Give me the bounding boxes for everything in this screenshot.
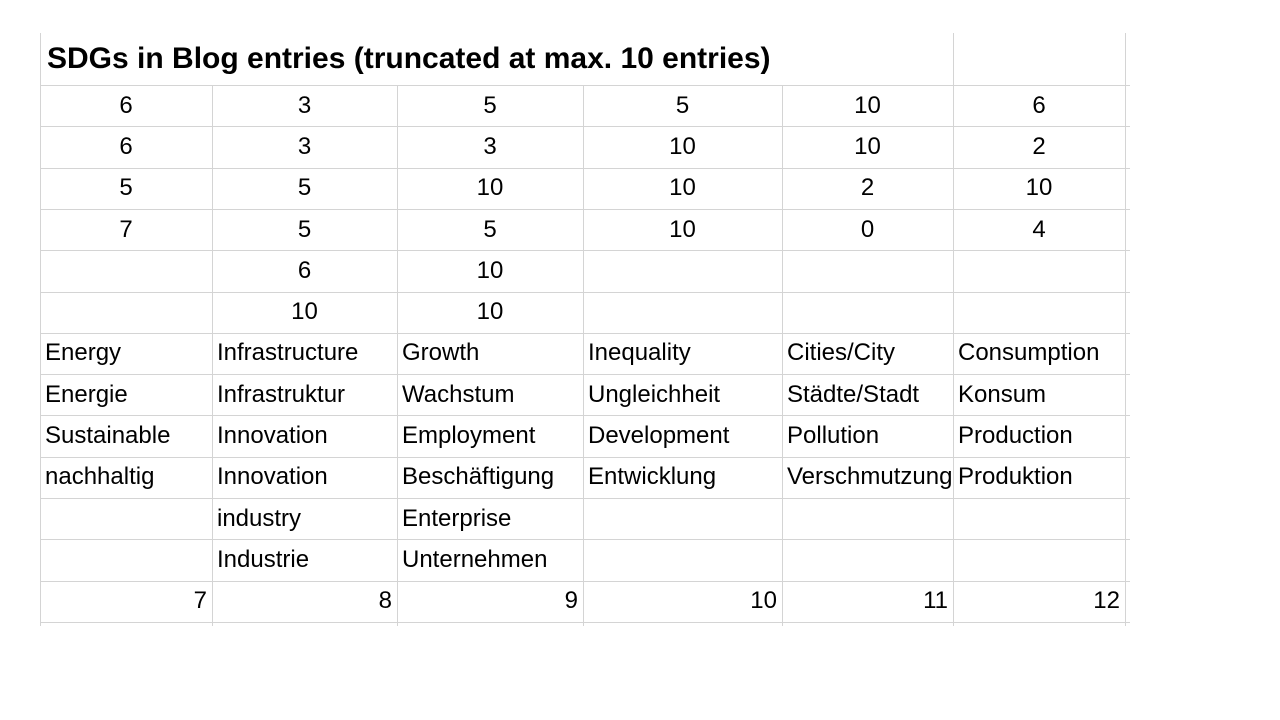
keyword-cell: Enterprise — [402, 504, 512, 532]
grid-line — [40, 250, 1130, 252]
grid-line — [212, 85, 213, 626]
grid-line — [40, 415, 1130, 417]
keyword-cell: Sustainable — [45, 422, 171, 450]
grid-line — [40, 539, 1130, 541]
count-cell: 5 — [675, 91, 690, 119]
keyword-cell: Industrie — [217, 545, 310, 573]
count-cell: 3 — [483, 132, 497, 160]
keyword-cell: Unternehmen — [402, 545, 548, 573]
keyword-cell: Employment — [402, 422, 536, 450]
sdg-number-cell: 12 — [1093, 587, 1120, 615]
count-cell: 7 — [119, 215, 133, 243]
count-cell: 10 — [854, 132, 881, 160]
grid-line — [583, 85, 584, 626]
sdg-number-cell: 9 — [564, 587, 578, 615]
keyword-cell: Städte/Stadt — [787, 380, 920, 408]
grid-line — [397, 85, 398, 626]
grid-line — [40, 374, 1130, 376]
grid-line — [40, 498, 1130, 499]
keyword-cell: Pollution — [787, 422, 880, 450]
grid-line — [40, 291, 1130, 293]
keyword-cell: Development — [588, 422, 730, 450]
grid-line — [782, 85, 783, 626]
count-cell: 10 — [476, 256, 504, 284]
keyword-cell: Energy — [45, 339, 122, 367]
keyword-cell: Produktion — [958, 463, 1073, 491]
keyword-cell: Consumption — [958, 339, 1100, 367]
count-cell: 5 — [297, 215, 312, 243]
keyword-cell: Inequality — [588, 339, 691, 367]
grid-line — [40, 456, 1130, 458]
count-cell: 10 — [1025, 174, 1053, 202]
count-cell: 6 — [1032, 91, 1046, 119]
keyword-cell: Wachstum — [402, 380, 515, 408]
keyword-cell: Verschmutzung — [787, 463, 953, 491]
count-cell: 2 — [1032, 132, 1046, 160]
count-cell: 5 — [297, 174, 312, 202]
count-cell: 3 — [297, 132, 312, 160]
keyword-cell: industry — [217, 504, 302, 532]
grid-line — [40, 621, 1130, 623]
count-cell: 10 — [854, 91, 881, 119]
count-cell: 10 — [669, 174, 696, 202]
keyword-cell: Entwicklung — [588, 463, 717, 491]
grid-line — [40, 33, 41, 626]
grid-line — [40, 580, 1130, 582]
grid-line — [40, 126, 1130, 128]
grid-line — [953, 33, 954, 626]
keyword-cell: Konsum — [958, 380, 1047, 408]
count-cell: 10 — [291, 298, 318, 326]
grid-line — [40, 167, 1130, 169]
keyword-cell: Growth — [402, 339, 480, 367]
count-cell: 6 — [297, 256, 312, 284]
sdg-number-cell: 11 — [923, 587, 948, 615]
keyword-cell: Energie — [45, 380, 128, 408]
sdg-number-cell: 8 — [378, 587, 392, 615]
count-cell: 2 — [860, 174, 875, 202]
count-cell: 4 — [1032, 215, 1046, 243]
count-cell: 0 — [860, 215, 875, 243]
keyword-cell: Ungleichheit — [588, 380, 721, 408]
keyword-cell: Innovation — [217, 463, 328, 491]
keyword-cell: Innovation — [217, 422, 328, 450]
sdg-number-cell: 7 — [193, 587, 207, 615]
count-cell: 10 — [476, 174, 504, 202]
count-cell: 10 — [476, 298, 504, 326]
count-cell: 5 — [119, 174, 133, 202]
grid-line — [40, 332, 1130, 334]
keyword-cell: Infrastructure — [217, 339, 359, 367]
count-cell: 10 — [669, 132, 696, 160]
keyword-cell: Beschäftigung — [402, 463, 555, 491]
count-cell: 6 — [119, 91, 133, 119]
grid-line — [40, 85, 1130, 86]
count-cell: 10 — [669, 215, 696, 243]
count-cell: 5 — [483, 215, 497, 243]
grid-line — [40, 208, 1130, 210]
keyword-cell: Cities/City — [787, 339, 896, 367]
count-cell: 3 — [297, 91, 312, 119]
keyword-cell: Infrastruktur — [217, 380, 346, 408]
sheet-title: SDGs in Blog entries (truncated at max. … — [47, 42, 771, 75]
keyword-cell: nachhaltig — [45, 463, 155, 491]
keyword-cell: Production — [958, 422, 1073, 450]
count-cell: 6 — [119, 132, 133, 160]
grid-line — [1125, 33, 1126, 626]
count-cell: 5 — [483, 91, 497, 119]
sdg-number-cell: 10 — [750, 587, 777, 615]
